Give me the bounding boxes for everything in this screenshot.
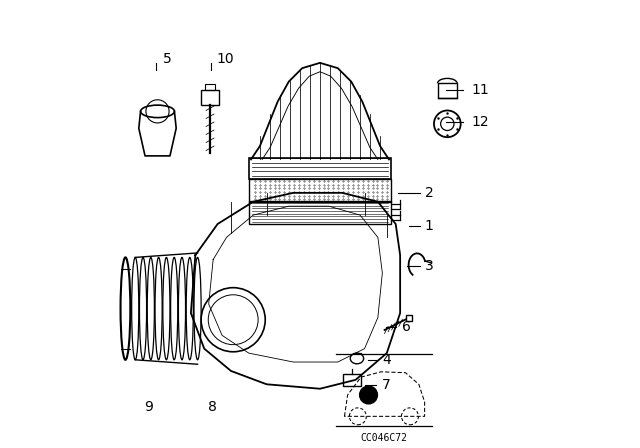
Bar [249,201,391,224]
Bar [249,158,391,180]
Text: CC046C72: CC046C72 [361,433,408,443]
Bar [205,84,216,90]
Text: 3: 3 [424,259,433,273]
Text: 4: 4 [382,353,391,367]
Circle shape [360,386,378,404]
Text: 9: 9 [144,400,153,414]
Text: 7: 7 [382,378,391,392]
Bar [438,83,457,98]
Text: 2: 2 [424,186,433,200]
Text: 10: 10 [217,52,234,66]
Text: 12: 12 [472,116,489,129]
Text: 8: 8 [208,400,217,414]
Text: 6: 6 [403,320,412,334]
Text: 1: 1 [424,219,433,233]
Bar [201,90,219,105]
Bar [343,375,361,386]
Bar [249,179,391,202]
Text: 11: 11 [472,83,489,97]
Text: 5: 5 [163,52,172,66]
